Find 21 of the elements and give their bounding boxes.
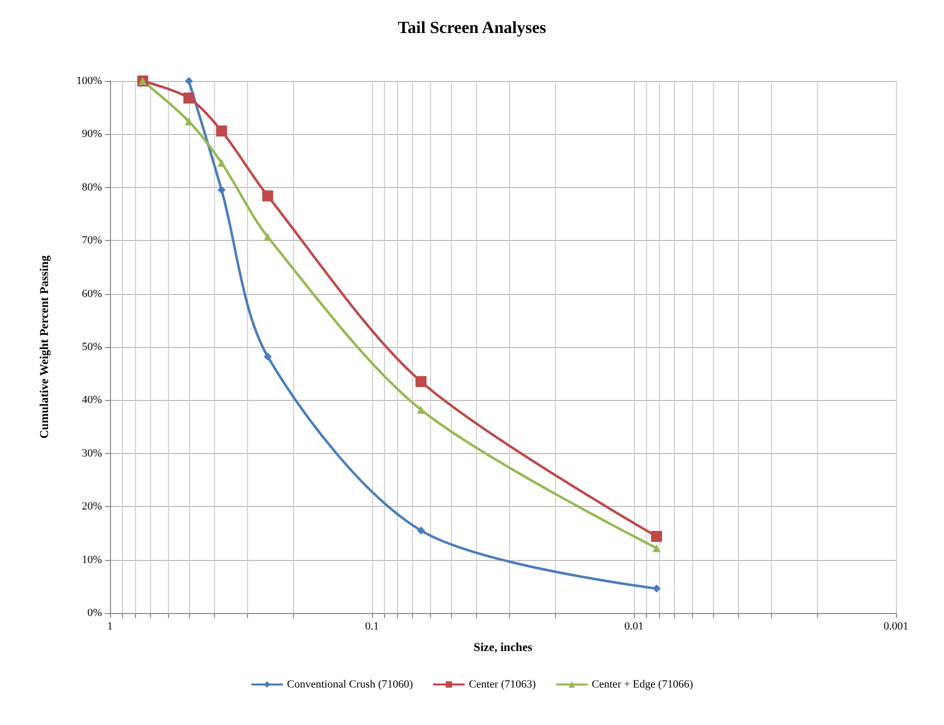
y-tick-label: 80%	[82, 181, 102, 194]
y-tick-label: 70%	[82, 234, 102, 247]
x-tick-label: 1	[107, 620, 113, 632]
y-tick-label: 30%	[82, 447, 102, 460]
y-tick-label: 10%	[82, 554, 102, 566]
y-tick-label: 0%	[87, 607, 102, 619]
legend-label: Center (71063)	[468, 678, 536, 690]
x-tick-label: 0.001	[884, 620, 908, 632]
x-axis-title: Size, inches	[474, 640, 533, 654]
y-tick-label: 50%	[82, 341, 102, 353]
x-tick-label: 0.01	[624, 620, 644, 632]
y-tick-label: 40%	[82, 394, 102, 406]
y-axis-title: Cumulative Weight Percent Passing	[37, 255, 51, 439]
legend-label: Center + Edge (71066)	[592, 678, 694, 690]
chart-title: Tail Screen Analyses	[398, 18, 547, 37]
y-tick-label: 90%	[82, 128, 102, 140]
y-tick-label: 20%	[82, 500, 102, 513]
y-tick-label: 100%	[76, 75, 102, 87]
y-tick-label: 60%	[82, 288, 102, 300]
x-tick-label: 0.1	[365, 620, 379, 632]
legend-label: Conventional Crush (71060)	[287, 678, 414, 690]
